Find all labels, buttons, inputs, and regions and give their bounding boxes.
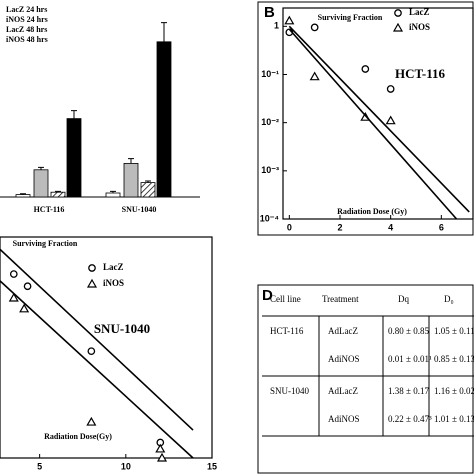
y-tick-label: 10⁻⁴ bbox=[260, 213, 279, 223]
error-bar bbox=[20, 193, 26, 195]
x-tick-label: HCT-116 bbox=[34, 205, 65, 214]
fit-line bbox=[288, 25, 470, 213]
table-header: Treatment bbox=[322, 294, 359, 304]
cell-line: SNU-1040 bbox=[270, 386, 310, 396]
cell-line: HCT-116 bbox=[270, 326, 304, 336]
legend-label: iNOS bbox=[103, 278, 124, 288]
legend-label: iNOS 48 hrs bbox=[6, 35, 48, 44]
bar bbox=[66, 118, 82, 198]
legend-marker bbox=[394, 9, 402, 17]
error-bar bbox=[161, 22, 167, 42]
bar bbox=[50, 191, 66, 198]
table-cell: 1.01 ± 0.13² bbox=[434, 414, 474, 424]
marker bbox=[155, 443, 166, 453]
error-bar bbox=[110, 190, 116, 193]
bar bbox=[33, 169, 49, 198]
annotation: SNU-1040 bbox=[94, 321, 150, 336]
marker bbox=[284, 15, 295, 25]
legend-marker bbox=[86, 278, 98, 288]
table-cell: AdiNOS bbox=[328, 414, 360, 424]
error-bar bbox=[55, 190, 61, 193]
marker bbox=[87, 347, 96, 356]
table-cell: 0.85 ± 0.13² bbox=[434, 354, 474, 364]
y-tick-label: 10⁻² bbox=[261, 117, 279, 127]
legend-marker bbox=[88, 264, 96, 272]
x-axis-label: Radiation Dose(Gy) bbox=[44, 432, 112, 441]
legend-label: LacZ 24 hrs bbox=[6, 5, 47, 14]
plot-frame bbox=[0, 236, 213, 459]
y-tick-label: 10⁻¹ bbox=[261, 69, 279, 79]
bar bbox=[105, 192, 121, 198]
legend-label: iNOS 24 hrs bbox=[6, 15, 48, 24]
table-cell: 0.01 ± 0.01¹ bbox=[388, 354, 432, 364]
bar bbox=[140, 182, 156, 198]
panel-frame bbox=[257, 284, 474, 474]
legend-label: LacZ bbox=[103, 262, 124, 272]
error-bar bbox=[128, 158, 134, 164]
x-tick-label: 0 bbox=[287, 222, 292, 232]
y-tick-label: 10⁻³ bbox=[261, 165, 279, 175]
table-cell: 0.22 ± 0.47³ bbox=[388, 414, 432, 424]
marker bbox=[386, 85, 395, 93]
legend-label: LacZ 48 hrs bbox=[6, 25, 47, 34]
bar bbox=[123, 162, 139, 198]
y-axis-label: Surviving Fraction bbox=[318, 13, 383, 22]
x-tick-label: 15 bbox=[207, 461, 217, 471]
x-tick-label: 10 bbox=[121, 461, 131, 471]
table-cell: AdiNOS bbox=[328, 354, 360, 364]
table-cell: AdLacZ bbox=[328, 386, 358, 396]
x-tick-label: SNU-1040 bbox=[122, 205, 157, 214]
legend-label: iNOS bbox=[409, 22, 430, 32]
marker bbox=[19, 303, 30, 313]
marker bbox=[8, 292, 19, 302]
marker bbox=[385, 115, 396, 125]
annotation: HCT-116 bbox=[395, 66, 446, 81]
marker bbox=[9, 270, 18, 278]
y-tick-label: 1 bbox=[274, 21, 279, 31]
fit-line bbox=[0, 280, 194, 459]
table-header: D₀ bbox=[444, 294, 454, 304]
x-tick-label: 6 bbox=[439, 222, 444, 232]
x-tick-label: 2 bbox=[337, 222, 342, 232]
y-axis-label: Surviving Fraction bbox=[13, 239, 78, 248]
marker bbox=[23, 282, 32, 291]
fit-line bbox=[288, 28, 458, 220]
bar bbox=[156, 41, 172, 198]
marker bbox=[309, 71, 320, 81]
marker bbox=[156, 452, 168, 462]
plot-frame bbox=[282, 7, 474, 220]
bar bbox=[15, 194, 31, 198]
error-bar bbox=[38, 166, 44, 170]
marker bbox=[361, 65, 370, 73]
table-header: Cell line bbox=[270, 294, 301, 304]
marker bbox=[86, 416, 97, 426]
legend-marker bbox=[392, 22, 404, 32]
fit-line bbox=[0, 248, 194, 431]
table-cell: 1.05 ± 0.11 bbox=[434, 326, 474, 336]
marker bbox=[310, 23, 319, 32]
panel-label: B bbox=[264, 4, 275, 21]
error-bar bbox=[71, 110, 77, 119]
error-bar bbox=[145, 180, 151, 183]
panel-label: D bbox=[262, 287, 273, 304]
x-tick-label: 4 bbox=[388, 222, 393, 232]
table-cell: AdLacZ bbox=[328, 326, 358, 336]
x-axis-label: Radiation Dose (Gy) bbox=[337, 207, 407, 216]
table-cell: 1.38 ± 0.17 bbox=[388, 386, 429, 396]
table-header: Dq bbox=[398, 294, 409, 304]
table-cell: 0.80 ± 0.85 bbox=[388, 326, 429, 336]
x-tick-label: 5 bbox=[37, 461, 42, 471]
legend-label: LacZ bbox=[409, 7, 430, 17]
table-cell: 1.16 ± 0.02 bbox=[434, 386, 474, 396]
